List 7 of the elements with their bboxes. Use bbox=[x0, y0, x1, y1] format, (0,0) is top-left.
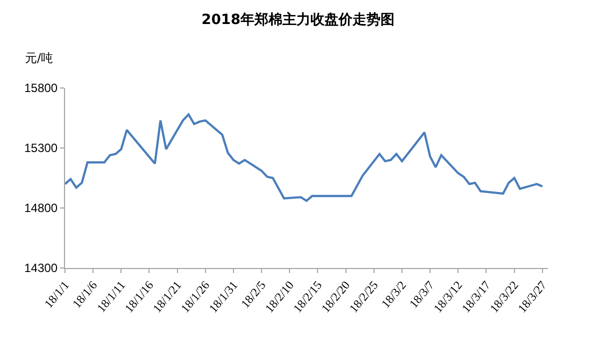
y-tick-label: 14300 bbox=[24, 261, 58, 276]
y-axis-title: 元/吨 bbox=[25, 51, 54, 65]
y-tick-label: 15800 bbox=[24, 81, 58, 96]
y-tick-label: 14800 bbox=[24, 201, 58, 216]
y-tick-label: 15300 bbox=[24, 141, 58, 156]
line-series bbox=[65, 113, 544, 202]
chart-title: 2018年郑棉主力收盘价走势图 bbox=[202, 11, 394, 28]
